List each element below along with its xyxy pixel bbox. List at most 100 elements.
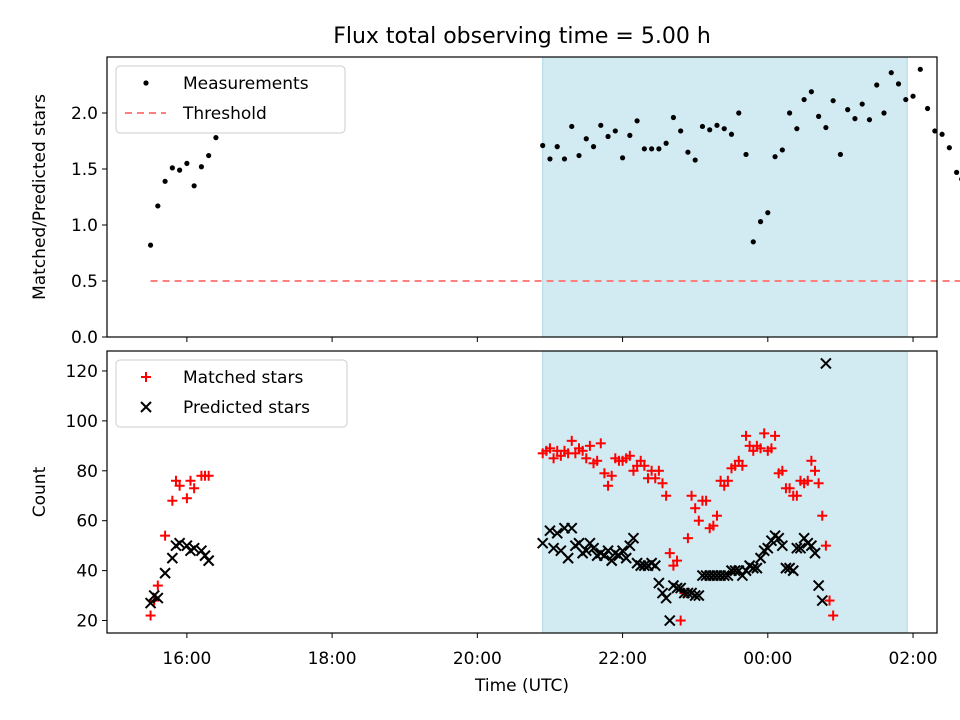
measurement-point <box>169 165 175 171</box>
predicted-star-point <box>762 542 774 554</box>
predicted-star-b <box>547 542 560 554</box>
predicted-star-point <box>805 539 818 552</box>
matched-star-point <box>595 438 606 449</box>
matched-star-point <box>766 443 777 454</box>
measurement-point <box>206 152 212 159</box>
measurement-point <box>903 96 909 103</box>
predicted-star-point <box>638 559 651 572</box>
measurement-point <box>162 178 168 184</box>
predicted-star-b <box>747 562 759 574</box>
predicted-star-b <box>536 537 549 549</box>
predicted-star-b <box>202 554 215 567</box>
predicted-star-b <box>794 542 807 554</box>
predicted-star-b <box>689 589 701 602</box>
measurement-point <box>786 110 793 116</box>
matched-star-point <box>675 615 686 626</box>
measurement-point <box>685 149 691 155</box>
matched-star-point <box>657 478 668 489</box>
matched-star-point <box>152 580 163 591</box>
top-legend-label: Measurements <box>183 74 309 94</box>
predicted-star-point <box>816 594 828 607</box>
predicted-star-b <box>144 597 157 609</box>
bottom-y-tick-label: 100 <box>66 412 98 432</box>
bottom-plot: 20 40 60 80 100 120 Count Matched stars Predicte… <box>30 350 938 696</box>
measurement-point <box>924 105 931 112</box>
predicted-star-b <box>820 357 832 370</box>
measurement-point <box>198 164 205 170</box>
predicted-star-b <box>751 562 763 574</box>
measurement-point <box>830 98 836 104</box>
measurement-point <box>213 135 219 141</box>
predicted-star-point <box>693 589 705 602</box>
predicted-star-b <box>616 544 629 557</box>
predicted-star-b <box>620 552 632 564</box>
measurement-point <box>910 93 916 99</box>
x-tick-label: 22:00 <box>598 649 647 669</box>
x-tick-label: 18:00 <box>308 649 357 669</box>
matched-star-point <box>693 515 704 526</box>
measurement-point <box>699 123 706 130</box>
measurement-point <box>598 122 604 128</box>
predicted-star-point <box>562 552 574 564</box>
predicted-star-b <box>188 542 200 554</box>
bottom-legend-label: Predicted stars <box>183 398 310 418</box>
predicted-star-point <box>188 542 200 554</box>
top-y-tick-label: 0.0 <box>71 328 98 348</box>
predicted-star-b <box>555 544 567 557</box>
measurement-point <box>946 145 952 151</box>
matched-star-point <box>624 450 635 461</box>
predicted-star-point <box>159 567 171 579</box>
predicted-star-point <box>747 562 759 574</box>
predicted-star-point <box>620 552 632 564</box>
bottom-legend-label: Matched stars <box>183 368 303 388</box>
matched-star-point <box>824 595 835 606</box>
matched-star-point <box>592 455 603 466</box>
predicted-star-point <box>751 562 763 574</box>
top-plot: 0.0 0.5 1.0 1.5 2.0 Matched/Predicted stars Me… <box>30 56 960 348</box>
measurement-point <box>750 239 756 245</box>
predicted-star-b <box>816 594 828 607</box>
measurement-point <box>656 146 662 152</box>
measurement-point <box>888 70 894 76</box>
predicted-star-b <box>809 547 821 559</box>
predicted-star-point <box>580 544 592 557</box>
top-legend <box>115 65 346 134</box>
measurement-point <box>627 132 633 138</box>
measurement-point <box>612 128 618 134</box>
top-legend-label: Threshold <box>182 104 267 124</box>
measurement-point <box>917 66 923 72</box>
predicted-star-point <box>624 539 636 552</box>
predicted-star-b <box>551 527 563 539</box>
measurement-point <box>649 146 655 152</box>
predicted-star-point <box>794 542 807 554</box>
measurement-point <box>641 146 647 152</box>
predicted-star-point <box>166 552 179 564</box>
measurement-point <box>794 126 800 132</box>
matched-star-point <box>741 430 752 441</box>
measurement-point <box>772 154 778 160</box>
predicted-star-point <box>566 522 578 534</box>
matched-star-point <box>737 460 748 471</box>
predicted-star-b <box>602 544 614 557</box>
matched-star-point <box>661 490 672 501</box>
bottom-y-tick-label: 20 <box>76 612 98 632</box>
measurement-point <box>852 116 858 122</box>
matched-star-point <box>599 468 610 479</box>
bottom-axes-frame <box>106 350 938 634</box>
measurement-point <box>605 133 611 140</box>
predicted-star-b <box>152 592 164 604</box>
x-axis-label: Time (UTC) <box>474 676 569 696</box>
measurement-point <box>634 118 640 124</box>
x-tick-label: 16:00 <box>162 649 211 669</box>
measurement-point <box>663 140 669 146</box>
matched-star-point <box>639 460 650 471</box>
predicted-star-b <box>787 564 799 577</box>
matched-star-point <box>686 490 697 501</box>
matched-star-point <box>181 493 192 504</box>
predicted-star-b <box>580 544 592 557</box>
predicted-star-b <box>562 552 574 564</box>
matched-star-point <box>145 610 156 621</box>
predicted-star-b <box>682 587 694 599</box>
measurement-point <box>808 89 814 95</box>
measurement-point <box>692 157 698 163</box>
